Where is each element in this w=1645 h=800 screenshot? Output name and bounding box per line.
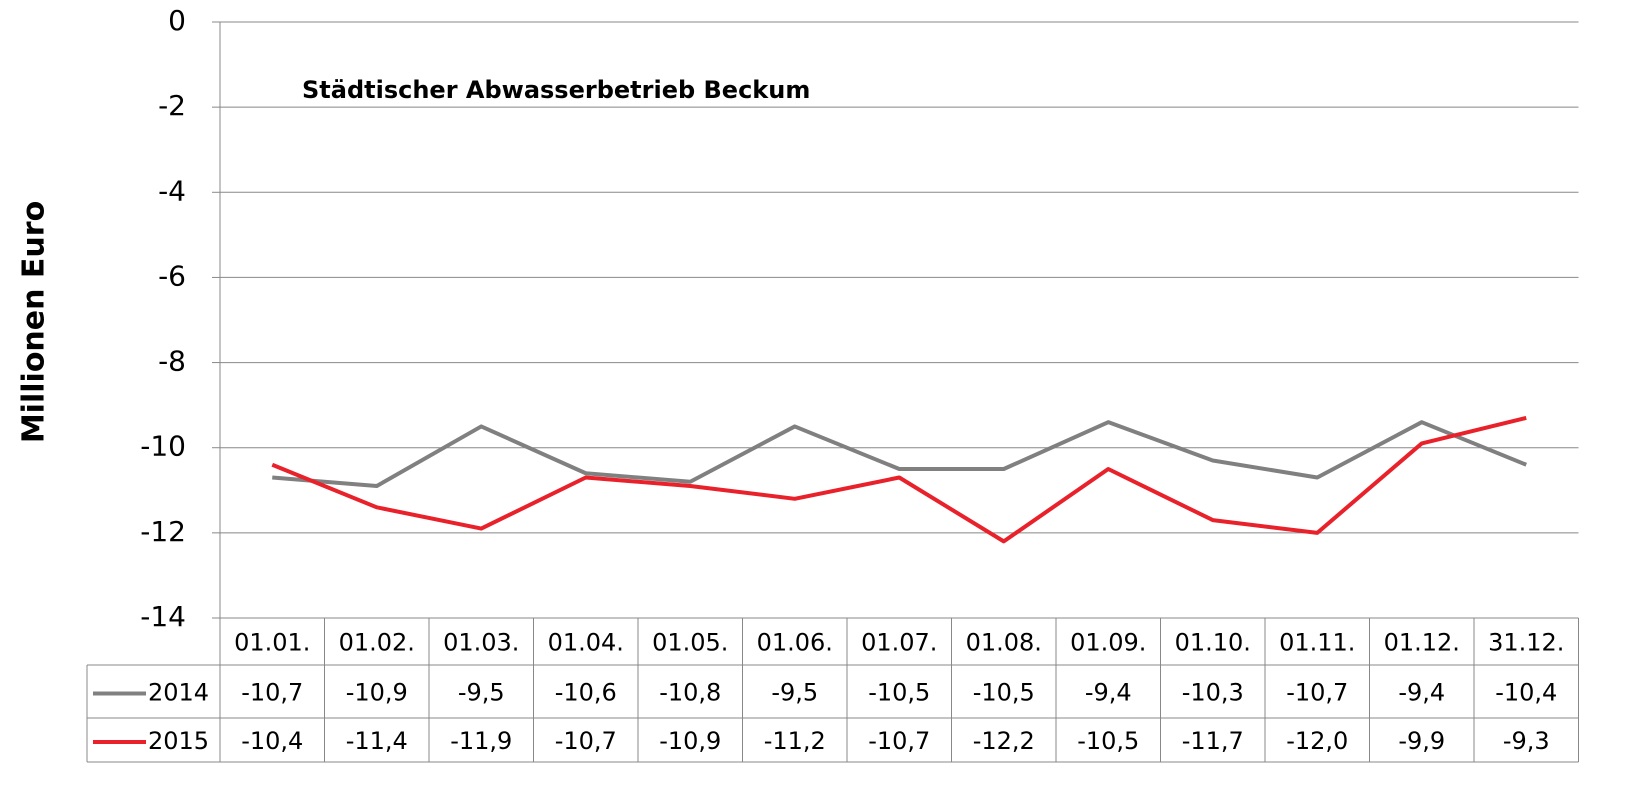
legend-label: 2014	[148, 679, 209, 707]
data-label: -9,4	[1085, 679, 1132, 707]
x-tick-label: 01.02.	[339, 629, 415, 657]
data-label: -10,5	[1077, 727, 1139, 755]
x-tick-label: 01.05.	[652, 629, 728, 657]
y-tick-label: -14	[140, 600, 186, 633]
data-label: -10,4	[241, 727, 303, 755]
y-tick-label: -2	[158, 89, 186, 122]
chart-title: Städtischer Abwasserbetrieb Beckum	[302, 76, 810, 104]
data-label: -10,5	[973, 679, 1035, 707]
x-tick-label: 01.10.	[1175, 629, 1251, 657]
data-label: -9,5	[458, 679, 505, 707]
y-tick-label: 0	[168, 4, 186, 37]
data-label: -10,5	[868, 679, 930, 707]
data-label: -11,2	[764, 727, 826, 755]
x-tick-label: 01.11.	[1279, 629, 1355, 657]
data-label: -12,2	[973, 727, 1035, 755]
x-tick-label: 01.03.	[443, 629, 519, 657]
line-series	[271, 415, 1527, 544]
y-axis-label: Millionen Euro	[17, 201, 52, 443]
data-label: -10,6	[555, 679, 617, 707]
x-tick-label: 01.06.	[757, 629, 833, 657]
x-tick-label: 01.04.	[548, 629, 624, 657]
y-tick-label: -12	[140, 515, 186, 548]
x-tick-label: 01.09.	[1070, 629, 1146, 657]
data-label: -10,9	[346, 679, 408, 707]
line-series	[272, 420, 1528, 489]
y-tick-label: -4	[158, 174, 186, 207]
x-tick-label: 01.08.	[966, 629, 1042, 657]
y-tick-label: -8	[158, 345, 186, 378]
data-label: -10,7	[868, 727, 930, 755]
x-tick-label: 01.12.	[1384, 629, 1460, 657]
data-label: -9,5	[771, 679, 818, 707]
data-label: -12,0	[1286, 727, 1348, 755]
y-tick-label: -6	[158, 259, 186, 292]
data-label: -11,7	[1182, 727, 1244, 755]
data-label: -10,8	[659, 679, 721, 707]
data-label: -10,7	[241, 679, 303, 707]
x-tick-label: 01.07.	[861, 629, 937, 657]
data-label: -11,9	[450, 727, 512, 755]
data-label: -10,4	[1495, 679, 1557, 707]
data-label: -10,3	[1182, 679, 1244, 707]
data-label: -10,7	[555, 727, 617, 755]
data-label: -9,3	[1503, 727, 1550, 755]
data-label: -10,9	[659, 727, 721, 755]
x-tick-label: 31.12.	[1488, 629, 1564, 657]
x-tick-label: 01.01.	[234, 629, 310, 657]
data-label: -11,4	[346, 727, 408, 755]
data-label: -9,4	[1398, 679, 1445, 707]
data-label: -9,9	[1398, 727, 1445, 755]
legend-label: 2015	[148, 727, 209, 755]
y-tick-label: -10	[140, 430, 186, 463]
data-label: -10,7	[1286, 679, 1348, 707]
